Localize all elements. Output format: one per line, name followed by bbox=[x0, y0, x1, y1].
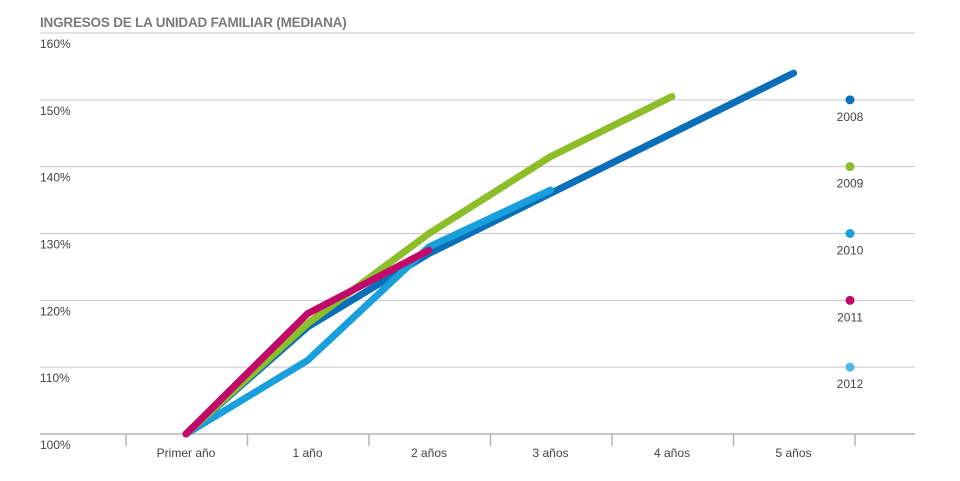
y-tick-label: 160% bbox=[40, 37, 71, 51]
x-tick-label: Primer año bbox=[157, 446, 216, 460]
y-tick-label: 150% bbox=[40, 104, 71, 118]
grid-lines bbox=[40, 32, 915, 435]
legend-label-2010: 2010 bbox=[837, 244, 864, 258]
legend-dot-2012 bbox=[845, 362, 855, 372]
legend: 2008 2009 2010 2011 2012 bbox=[837, 95, 864, 391]
y-tick-label: 130% bbox=[40, 238, 71, 252]
legend-dot-2008 bbox=[845, 95, 855, 105]
x-tick-label: 2 años bbox=[411, 446, 447, 460]
x-tick-label: 3 años bbox=[532, 446, 568, 460]
x-tick-label: 4 años bbox=[654, 446, 690, 460]
series-line-2009 bbox=[182, 92, 676, 438]
series-lines bbox=[182, 69, 797, 438]
y-tick-label: 100% bbox=[40, 438, 71, 452]
legend-dot-2010 bbox=[845, 229, 855, 238]
x-axis-ticks: Primer año 1 año 2 años 3 años 4 años 5 años bbox=[125, 434, 856, 460]
legend-label-2009: 2009 bbox=[837, 177, 864, 191]
legend-dot-2011 bbox=[845, 295, 855, 305]
series-line-2010 bbox=[182, 186, 554, 438]
legend-label-2012: 2012 bbox=[837, 377, 864, 391]
x-tick-label: 1 año bbox=[292, 446, 322, 460]
series-line-2011 bbox=[182, 246, 433, 438]
y-axis-ticks: 100% 110% 120% 130% 140% 150% 160% bbox=[40, 37, 71, 452]
x-tick-label: 5 años bbox=[775, 446, 811, 460]
y-tick-label: 140% bbox=[40, 171, 71, 185]
legend-label-2011: 2011 bbox=[837, 310, 863, 324]
legend-label-2008: 2008 bbox=[837, 110, 864, 124]
y-tick-label: 110% bbox=[40, 371, 70, 385]
y-tick-label: 120% bbox=[40, 304, 71, 318]
chart-title: INGRESOS DE LA UNIDAD FAMILIAR (MEDIANA) bbox=[40, 15, 347, 30]
legend-dot-2009 bbox=[845, 162, 855, 172]
